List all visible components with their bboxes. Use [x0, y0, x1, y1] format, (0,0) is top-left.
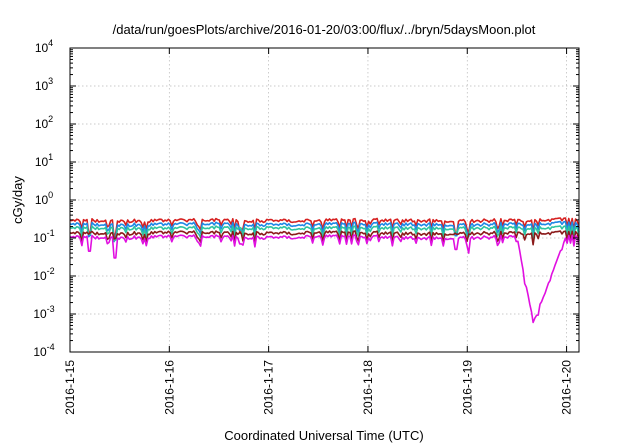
series-line	[69, 217, 580, 239]
x-tick-label: 2016-1-19	[460, 360, 474, 415]
x-tick-label: 2016-1-20	[560, 360, 574, 415]
series-line	[69, 230, 580, 246]
y-tick-label: 101	[35, 152, 53, 169]
series-group	[69, 217, 580, 324]
y-tick-label: 103	[35, 76, 53, 93]
x-axis-label: Coordinated Universal Time (UTC)	[224, 428, 423, 443]
x-tick-label: 2016-1-15	[63, 360, 77, 415]
y-tick-label: 100	[35, 190, 53, 207]
chart-title: /data/run/goesPlots/archive/2016-01-20/0…	[113, 22, 536, 37]
y-tick-label: 104	[35, 38, 53, 55]
series-line	[69, 225, 580, 242]
y-tick-label: 10-4	[33, 342, 54, 359]
y-axis-label: cGy/day	[10, 176, 25, 224]
series-line	[69, 220, 580, 243]
series-line	[69, 234, 580, 324]
y-tick-label: 10-1	[33, 228, 54, 245]
x-tick-label: 2016-1-16	[162, 360, 176, 415]
x-tick-label: 2016-1-17	[262, 360, 276, 415]
y-tick-label: 102	[35, 114, 53, 131]
grid	[69, 48, 579, 352]
y-tick-label: 10-2	[33, 266, 54, 283]
x-tick-label: 2016-1-18	[361, 360, 375, 415]
y-tick-label: 10-3	[33, 304, 54, 321]
